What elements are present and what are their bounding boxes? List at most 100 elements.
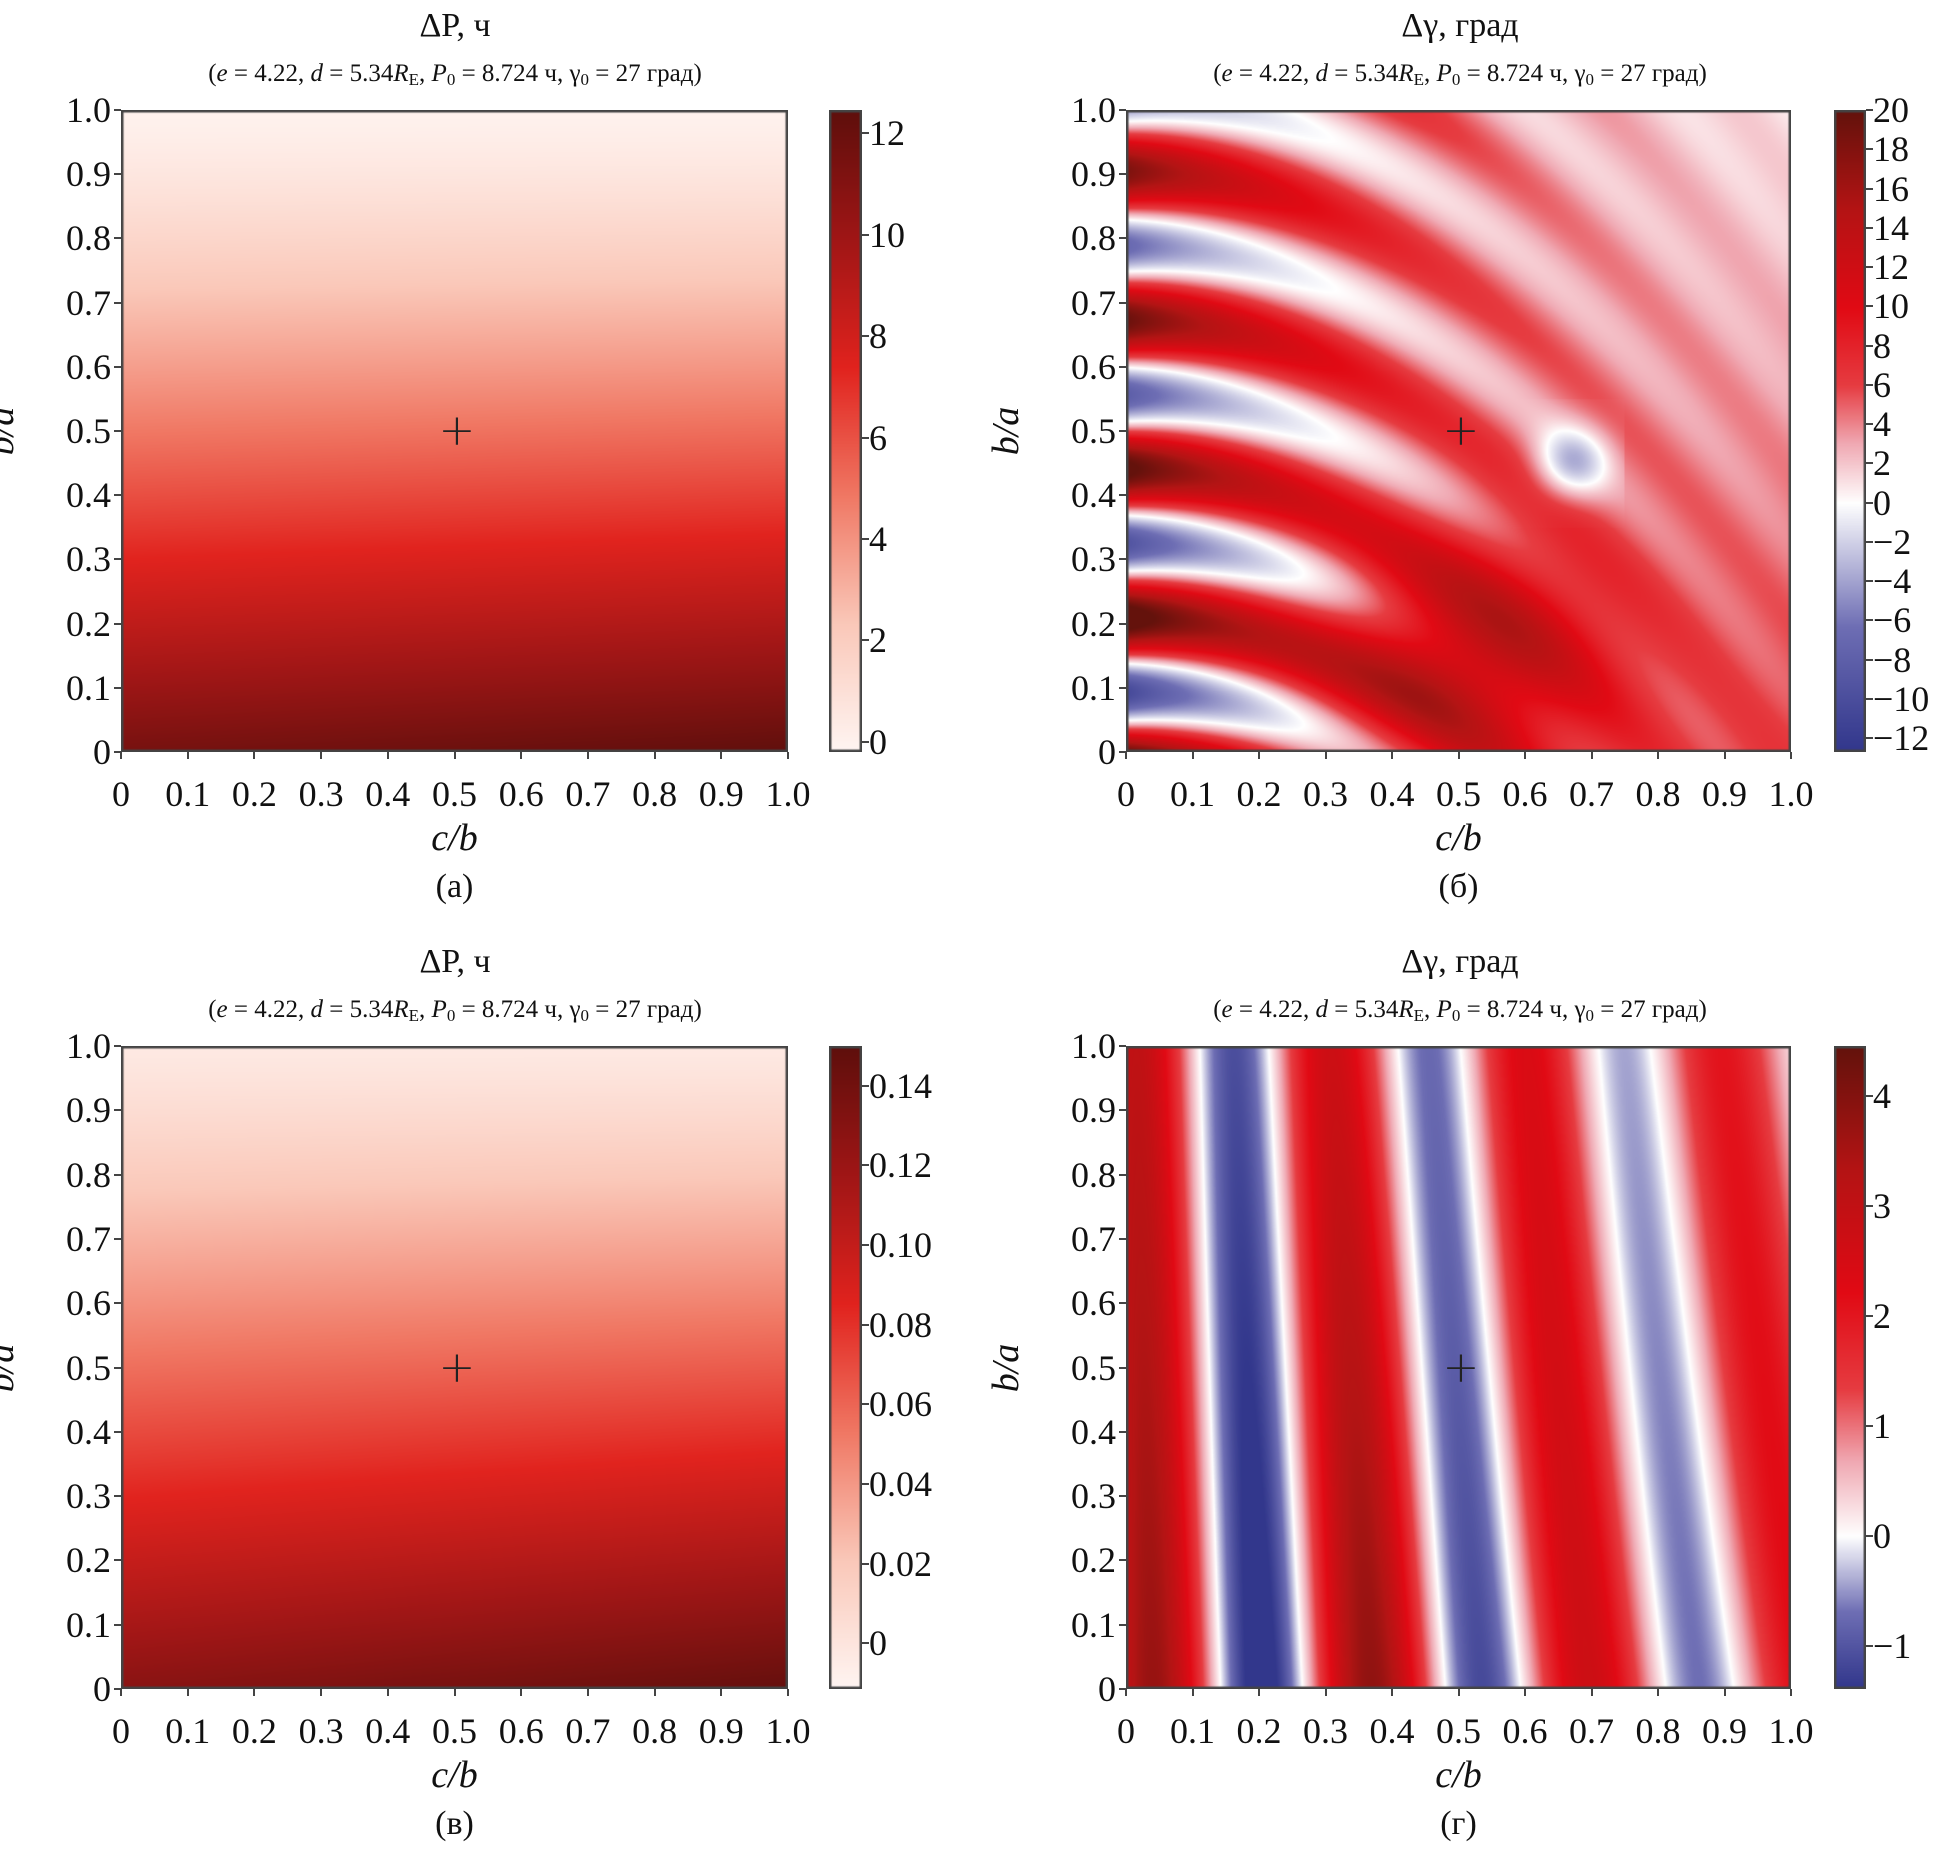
subtitle-part: d	[310, 60, 324, 87]
colorbar	[1834, 1046, 1866, 1689]
colorbar-tick-mark	[1866, 1094, 1873, 1097]
x-tick-label: 0.7	[565, 774, 611, 814]
x-tick-mark	[386, 752, 389, 759]
colorbar-tick-mark	[862, 740, 869, 743]
x-tick-mark	[1657, 1689, 1659, 1696]
colorbar-tick-label: 0.12	[869, 1145, 932, 1186]
x-tick-label: 0.8	[1635, 774, 1681, 814]
y-tick-label: 0.9	[1071, 1090, 1116, 1131]
colorbar-tick-mark	[862, 1482, 869, 1485]
y-tick-label: 0	[1098, 732, 1116, 772]
y-tick-mark	[114, 558, 121, 561]
x-axis-label: c/b	[1435, 1754, 1482, 1796]
y-tick-mark	[1119, 1559, 1126, 1562]
x-tick-mark	[186, 1689, 189, 1696]
subtitle-part: ,	[1424, 60, 1437, 87]
y-tick-mark	[114, 622, 121, 625]
y-tick-label: 0.8	[1071, 218, 1116, 259]
x-tick-mark	[120, 1689, 122, 1696]
subtitle-part: (	[1213, 996, 1222, 1023]
x-tick-label: 0.2	[1236, 774, 1282, 814]
subtitle-part: = 8.724 ч, γ	[1460, 60, 1586, 87]
heatmap	[121, 1046, 788, 1689]
y-tick-label: 0.9	[1071, 154, 1116, 195]
subtitle-part: e	[216, 60, 228, 87]
y-tick-label: 0.5	[66, 411, 111, 451]
x-tick-label: 0.7	[565, 1711, 611, 1751]
colorbar-tick-label: 2	[1873, 1295, 1891, 1336]
panel-label: (б)	[1438, 868, 1479, 905]
colorbar	[829, 110, 862, 752]
colorbar-tick-mark	[1866, 187, 1873, 190]
x-tick-label: 0.1	[165, 774, 211, 814]
y-tick-label: 0	[93, 732, 111, 772]
chart-title: Δγ, град	[1401, 7, 1519, 44]
y-tick-label: 0.7	[66, 1218, 111, 1259]
y-tick-mark	[1119, 1109, 1126, 1112]
y-axis-label: b/a	[0, 1343, 22, 1392]
y-tick-label: 0.8	[66, 218, 111, 259]
subtitle-part: d	[1315, 996, 1329, 1023]
x-tick-label: 0	[112, 774, 130, 814]
subtitle-part: 0	[580, 70, 590, 89]
colorbar-tick-mark	[1866, 737, 1873, 740]
x-tick-label: 0.6	[498, 774, 544, 814]
y-tick-mark	[1119, 751, 1126, 753]
subtitle-part: 0	[1585, 70, 1595, 89]
colorbar-tick-label: 12	[869, 113, 905, 154]
y-tick-label: 0.7	[66, 282, 111, 323]
chart-subtitle: (e = 4.22, d = 5.34RE, P0 = 8.724 ч, γ0 …	[1010, 60, 1910, 88]
heatmap	[1126, 110, 1791, 752]
x-tick-mark	[253, 752, 256, 759]
x-tick-label: 0.2	[1236, 1711, 1282, 1751]
colorbar-tick-label: 0.02	[869, 1543, 932, 1584]
x-tick-label: 0.3	[298, 774, 344, 814]
y-tick-mark	[1119, 365, 1126, 368]
x-tick-label: 0.6	[1502, 1711, 1548, 1751]
y-tick-mark	[114, 237, 121, 240]
y-tick-label: 0.9	[66, 1090, 111, 1131]
marker-plus: +	[438, 1341, 476, 1393]
colorbar-tick-label: 2	[1873, 443, 1891, 484]
y-tick-label: 0.4	[1071, 475, 1116, 516]
subtitle-part: P	[431, 996, 447, 1023]
colorbar-tick-label: −12	[1873, 718, 1930, 759]
colorbar-tick-label: 0.06	[869, 1384, 932, 1425]
colorbar-tick-mark	[862, 233, 869, 236]
colorbar-tick-mark	[1866, 697, 1873, 700]
y-tick-mark	[1119, 1302, 1126, 1305]
x-tick-mark	[1457, 752, 1460, 759]
colorbar-tick-label: 0	[869, 721, 887, 762]
y-tick-mark	[114, 1623, 121, 1626]
heatmap	[1126, 1046, 1791, 1689]
subtitle-part: d	[1315, 60, 1329, 87]
y-tick-label: 0.6	[66, 1283, 111, 1324]
y-tick-label: 0.4	[66, 475, 111, 516]
colorbar-tick-mark	[1866, 423, 1873, 426]
colorbar-tick-mark	[1866, 1314, 1873, 1317]
y-tick-label: 0.7	[1071, 282, 1116, 323]
colorbar-tick-mark	[862, 1403, 869, 1406]
x-tick-mark	[1391, 1689, 1393, 1696]
y-tick-label: 0.5	[1071, 1347, 1116, 1388]
y-tick-mark	[114, 1366, 121, 1369]
y-tick-label: 0.3	[66, 1476, 111, 1517]
x-tick-mark	[1590, 752, 1593, 759]
panel-label: (г)	[1440, 1805, 1477, 1842]
colorbar-tick-mark	[1866, 540, 1873, 543]
colorbar-tick-mark	[1866, 580, 1873, 583]
x-tick-label: 0.8	[632, 1711, 678, 1751]
y-tick-label: 0.1	[66, 1604, 111, 1645]
colorbar-tick-mark	[1866, 462, 1873, 465]
colorbar-tick-label: 18	[1873, 129, 1909, 170]
x-tick-label: 0.4	[1369, 1711, 1415, 1751]
colorbar-tick-mark	[1866, 1424, 1873, 1427]
x-tick-label: 0.2	[231, 1711, 277, 1751]
colorbar-tick-mark	[1866, 148, 1873, 151]
y-tick-mark	[1119, 686, 1126, 689]
colorbar-tick-label: −1	[1873, 1626, 1912, 1667]
colorbar-tick-mark	[862, 132, 869, 135]
y-tick-label: 0.1	[66, 667, 111, 708]
x-tick-mark	[1125, 752, 1127, 759]
chart-subtitle: (e = 4.22, d = 5.34RE, P0 = 8.724 ч, γ0 …	[1010, 996, 1910, 1024]
